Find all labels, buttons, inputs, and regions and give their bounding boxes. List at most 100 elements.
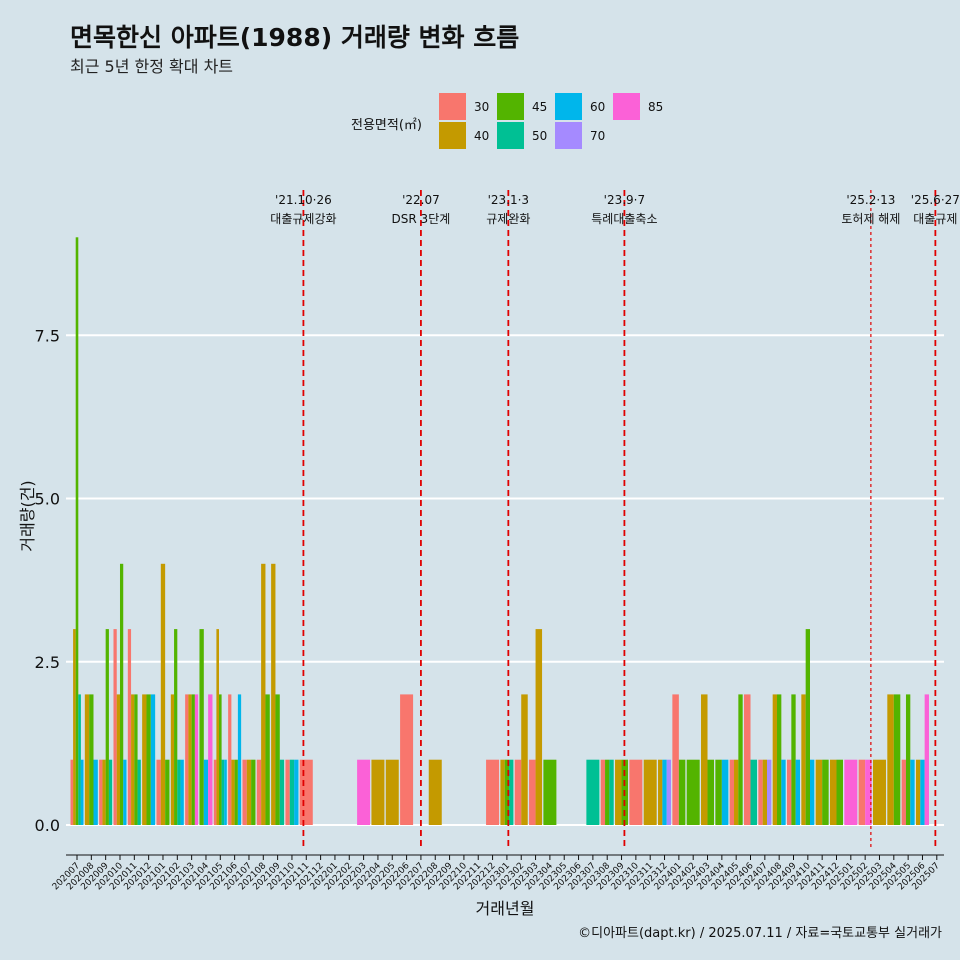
bar-202408-60 — [781, 759, 786, 825]
event-name-label: 대출규제강화 — [270, 212, 336, 226]
legend-item-70: 70 — [555, 122, 605, 149]
bar-202307-50 — [586, 759, 600, 825]
bar-202008-45 — [89, 694, 94, 825]
bar-202009-50 — [108, 759, 113, 825]
legend-item-30: 30 — [439, 93, 489, 120]
bar-202101-30 — [156, 759, 161, 825]
y-tick-label: 7.5 — [35, 326, 60, 345]
bar-202408-40 — [772, 694, 778, 825]
bar-202010-30 — [113, 629, 117, 825]
bar-202409-30 — [787, 759, 792, 825]
bar-202403-45 — [707, 759, 715, 825]
bar-202104-85 — [208, 694, 213, 825]
bar-202405-30 — [729, 759, 735, 825]
bar-202011-40 — [131, 694, 135, 825]
event-date-label: '23.9·7 — [604, 193, 645, 207]
bar-202302-40 — [521, 694, 528, 825]
bar-202204-40 — [371, 759, 385, 825]
legend-label-70: 70 — [590, 128, 606, 143]
bar-202506-85 — [924, 694, 929, 825]
bar-202505-45 — [905, 694, 911, 825]
event-name-label: 특례대출축소 — [591, 212, 657, 226]
bar-202411-40 — [815, 759, 823, 825]
legend-item-45: 45 — [497, 93, 547, 120]
bar-202409-60 — [795, 759, 800, 825]
bar-202502-30 — [858, 759, 866, 825]
legend-title: 전용면적(㎡) — [351, 118, 422, 133]
bar-202103-45 — [191, 694, 195, 825]
bar-202303-30 — [529, 759, 536, 825]
bar-202102-45 — [174, 629, 178, 825]
bar-202208-40 — [428, 759, 442, 825]
legend-label-60: 60 — [590, 99, 606, 114]
bar-202108-40 — [261, 563, 266, 825]
legend-item-85: 85 — [613, 93, 663, 120]
bar-202308-50 — [609, 759, 614, 825]
event-date-label: '23.1·3 — [488, 193, 529, 207]
bar-202102-60 — [180, 759, 184, 825]
bar-202501-85 — [844, 759, 858, 825]
bar-202308-30 — [600, 759, 606, 825]
bar-202012-45 — [146, 694, 151, 825]
event-date-label: '22.07 — [402, 193, 440, 207]
legend-swatch-45 — [497, 93, 524, 120]
bar-202409-45 — [791, 694, 796, 825]
bar-202102-50 — [177, 759, 181, 825]
bar-202108-30 — [256, 759, 262, 825]
bar-202105-45 — [219, 694, 222, 825]
bar-202106-30 — [228, 694, 232, 825]
legend-swatch-60 — [555, 93, 582, 120]
bar-202010-40 — [116, 694, 120, 825]
bar-202011-45 — [134, 694, 138, 825]
legend-swatch-40 — [439, 122, 466, 149]
bar-202312-60 — [662, 759, 667, 825]
bar-202505-60 — [910, 759, 915, 825]
legend-item-50: 50 — [497, 122, 547, 149]
legend-label-30: 30 — [474, 99, 490, 114]
bar-202502-85 — [865, 759, 872, 825]
bar-202102-40 — [170, 694, 175, 825]
bar-202009-40 — [102, 759, 106, 825]
bar-202106-60 — [237, 694, 242, 825]
bar-202009-30 — [99, 759, 103, 825]
bar-202009-45 — [105, 629, 109, 825]
bar-202504-45 — [893, 694, 901, 825]
event-name-label: 토허제 해제 — [841, 212, 900, 226]
event-date-label: '25.2·13 — [846, 193, 895, 207]
bar-202503-40 — [872, 759, 886, 825]
bar-202405-45 — [738, 694, 743, 825]
bar-202504-40 — [887, 694, 894, 825]
bar-202007-40 — [73, 629, 76, 825]
legend-swatch-70 — [555, 122, 582, 149]
bar-202407-70 — [767, 759, 772, 825]
bar-202109-50 — [279, 759, 285, 825]
bar-202012-60 — [150, 694, 156, 825]
bar-202407-40 — [762, 759, 768, 825]
y-tick-label: 2.5 — [35, 653, 60, 672]
bar-202402-45 — [686, 759, 700, 825]
bar-202107-40 — [246, 759, 252, 825]
y-tick-label: 5.0 — [35, 490, 60, 509]
bar-202411-45 — [822, 759, 829, 825]
bar-202007-60 — [80, 759, 84, 825]
bar-202412-45 — [836, 759, 843, 825]
bar-202308-45 — [605, 759, 610, 825]
bar-202103-40 — [188, 694, 192, 825]
legend-label-50: 50 — [532, 128, 548, 143]
bar-202408-45 — [777, 694, 782, 825]
bar-202403-40 — [701, 694, 708, 825]
bar-202108-45 — [265, 694, 270, 825]
bar-202404-45 — [715, 759, 722, 825]
legend-item-60: 60 — [555, 93, 605, 120]
bar-202310-30 — [629, 759, 643, 825]
bar-202106-45 — [234, 759, 238, 825]
legend-label-45: 45 — [532, 99, 548, 114]
source-caption: ©디아파트(dapt.kr) / 2025.07.11 / 자료=국토교통부 실… — [578, 926, 942, 941]
legend-swatch-50 — [497, 122, 524, 149]
bar-202311-40 — [643, 759, 657, 825]
bar-202012-40 — [142, 694, 147, 825]
y-tick-label: 0.0 — [35, 816, 60, 835]
bar-202007-30 — [70, 759, 74, 825]
bar-202301-45 — [504, 759, 510, 825]
